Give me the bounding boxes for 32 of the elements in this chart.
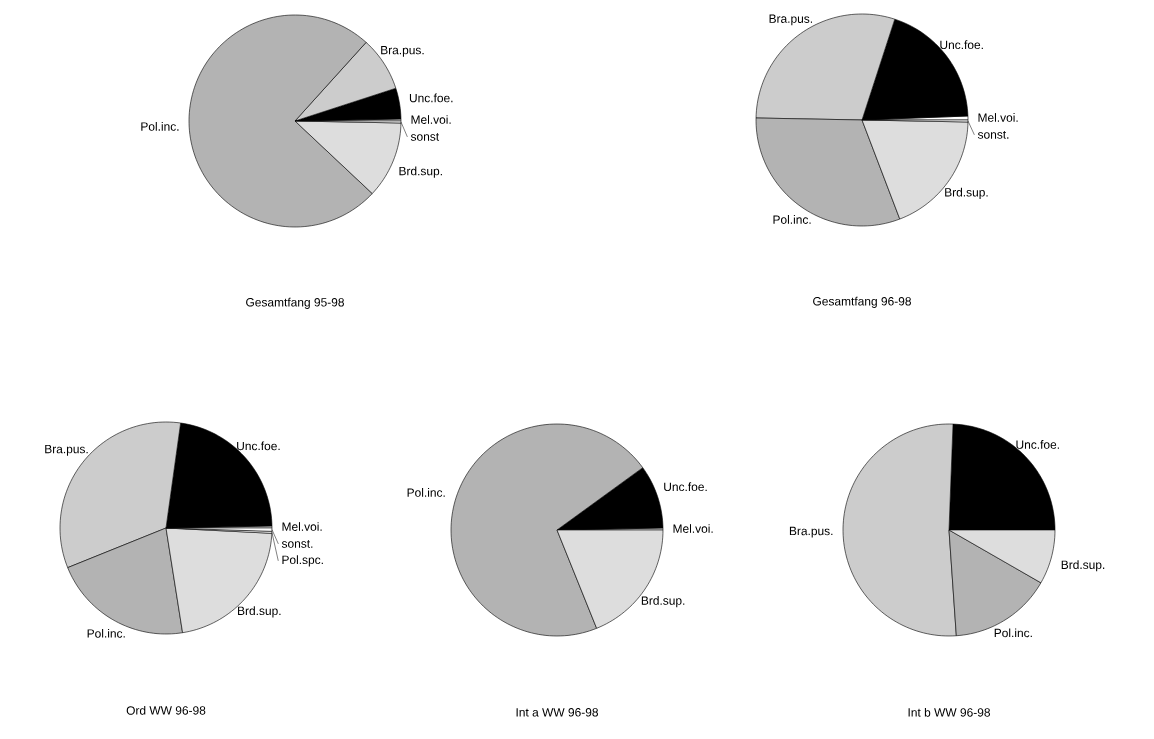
slice-label: sonst. <box>281 539 313 548</box>
slice-label: Mel.voi. <box>978 113 1018 122</box>
slice-label: sonst <box>410 132 440 141</box>
slice-label: Brd.sup. <box>641 596 685 608</box>
slice-label: Pol.inc. <box>407 488 445 497</box>
slice-label: Unc.foe. <box>940 40 983 50</box>
slice-label: Unc.foe. <box>664 482 707 492</box>
slice-label: Pol.spc. <box>282 555 323 567</box>
slice-label: Pol.inc. <box>141 121 179 131</box>
slice-label: Brd.sup. <box>945 187 988 199</box>
slice-label: Pol.inc. <box>87 628 125 638</box>
slice-label: Brd.sup. <box>238 606 281 618</box>
slice-label: Mel.voi. <box>411 115 451 124</box>
slice-label: Pol.inc. <box>994 628 1032 638</box>
slice-label: Unc.foe. <box>409 93 453 103</box>
slice-label: Brd.sup. <box>399 166 442 178</box>
slice-label: Bra.pus. <box>45 444 88 456</box>
slice-label: Brd.sup. <box>1061 560 1105 572</box>
text: Int b WW 96-98 <box>908 707 990 717</box>
slice-label: Pol.inc. <box>773 215 811 224</box>
slice-label: sonst. <box>977 130 1009 139</box>
slice-label: Bra.pus. <box>381 46 424 57</box>
slice-label: Mel.voi. <box>673 524 713 533</box>
slice-label: Bra.pus. <box>789 526 833 538</box>
text: Gesamtfang 96-98 <box>813 296 911 308</box>
slice-label: Mel.voi. <box>282 522 322 531</box>
text: Gesamtfang 95-98 <box>246 297 344 309</box>
text: Ord WW 96-98 <box>126 705 206 715</box>
slice-label: Unc.foe. <box>237 441 280 451</box>
text: Int a WW 96-98 <box>516 708 598 717</box>
slice-label: Unc.foe. <box>1016 440 1059 449</box>
slice-label: Bra.pus. <box>769 14 813 26</box>
